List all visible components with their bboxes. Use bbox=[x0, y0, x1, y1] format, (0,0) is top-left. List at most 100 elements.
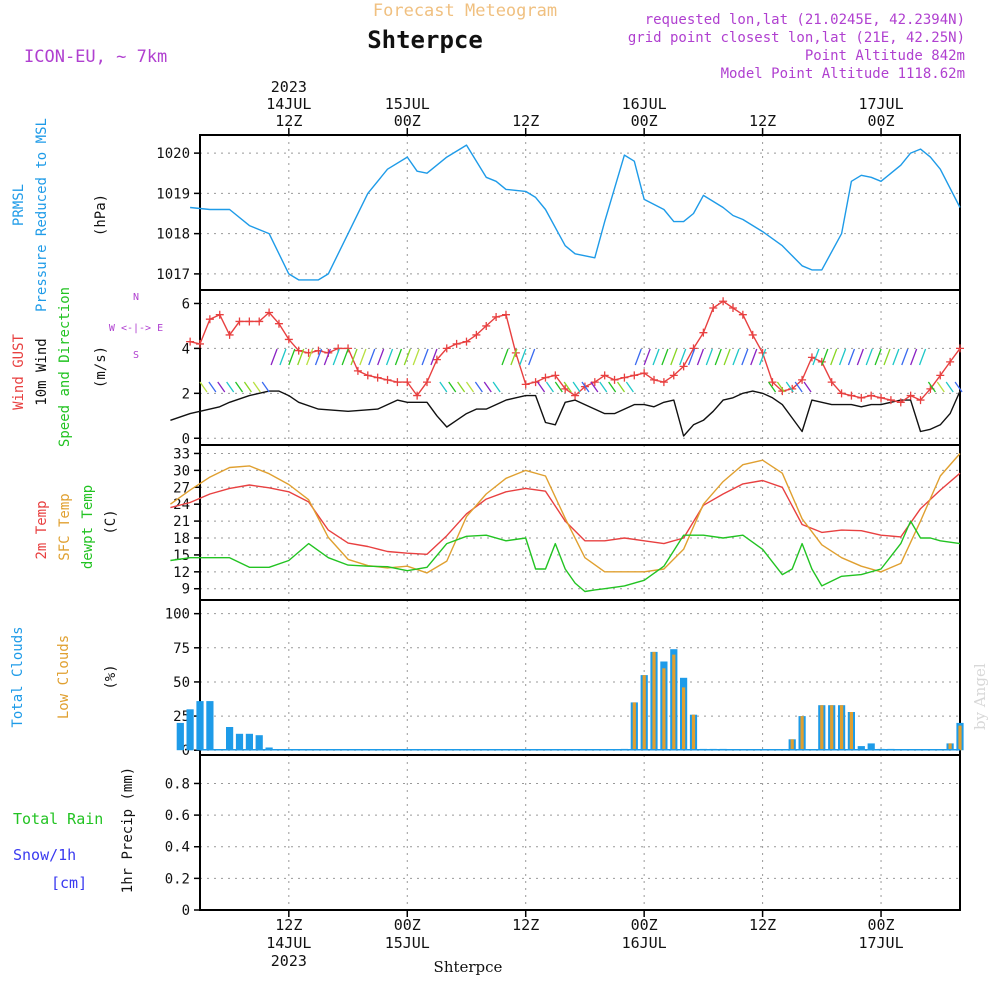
wind-direction-arrow bbox=[581, 381, 590, 393]
x-tick-label-top: 12Z bbox=[512, 112, 539, 130]
y-tick-label: 1020 bbox=[156, 146, 190, 162]
total-cloud-bar bbox=[235, 733, 244, 751]
wind-direction-arrow bbox=[865, 348, 873, 366]
gridpoint-coords: grid point closest lon,lat (21E, 42.25N) bbox=[628, 30, 965, 46]
wind-direction-arrow bbox=[927, 381, 936, 393]
gust-marker bbox=[610, 375, 619, 384]
gust-marker bbox=[521, 380, 530, 389]
wind-direction-arrow bbox=[945, 381, 954, 393]
wind-direction-arrow bbox=[208, 381, 217, 393]
wind-direction-arrow bbox=[465, 381, 475, 393]
gust-marker bbox=[225, 330, 234, 339]
gust-marker bbox=[344, 344, 353, 353]
y-tick-label: 0.8 bbox=[165, 776, 190, 792]
header-group: Forecast Meteogram Shterpce ICON-EU, ~ 7… bbox=[24, 1, 989, 976]
pressure-label-2: Pressure Reduced to MSL bbox=[34, 118, 50, 312]
wind-direction-arrow bbox=[910, 348, 918, 366]
requested-coords: requested lon,lat (21.0245E, 42.2394N) bbox=[645, 12, 965, 28]
wind-direction-arrow bbox=[270, 348, 278, 366]
gust-marker bbox=[432, 355, 441, 364]
wind-direction-arrow bbox=[305, 348, 314, 366]
wind-direction-arrow bbox=[279, 348, 287, 366]
gust-marker bbox=[679, 362, 688, 371]
x-tick-label-bottom: 2023 bbox=[271, 952, 307, 970]
wind-direction-arrow bbox=[377, 348, 385, 366]
gust-marker bbox=[886, 396, 895, 405]
gust-marker bbox=[847, 391, 856, 400]
x-tick-label-bottom: 12Z bbox=[749, 916, 776, 934]
gust-marker bbox=[798, 375, 807, 384]
compass-n: N bbox=[133, 292, 139, 303]
wind-direction-arrow bbox=[554, 381, 563, 393]
wind-direction-arrow bbox=[776, 381, 785, 393]
wind-direction-arrow bbox=[412, 348, 420, 366]
x-tick-label-top: 00Z bbox=[631, 112, 658, 130]
precip-label-rain: Total Rain bbox=[13, 810, 103, 828]
wind-direction-arrow bbox=[537, 381, 546, 393]
y-tick-label: 100 bbox=[165, 607, 190, 623]
wind-direction-arrow bbox=[368, 348, 376, 366]
wind-direction-arrow bbox=[785, 381, 794, 393]
total-cloud-bar bbox=[265, 747, 273, 751]
x-tick-label-bottom: 00Z bbox=[631, 916, 658, 934]
precip-unit: 1hr Precip (mm) bbox=[120, 767, 136, 893]
wind-direction-arrow bbox=[874, 348, 882, 366]
y-tick-label: 0.2 bbox=[165, 871, 190, 887]
gust-marker bbox=[827, 378, 836, 387]
wind-direction-arrow bbox=[341, 348, 349, 366]
wind-direction-arrow bbox=[252, 381, 261, 393]
wind-direction-arrow bbox=[901, 348, 909, 366]
gust-marker bbox=[956, 344, 964, 353]
gust-marker bbox=[255, 317, 264, 326]
wind-direction-arrow bbox=[563, 381, 572, 393]
clouds-label-1: Total Clouds bbox=[10, 626, 26, 727]
gust-marker bbox=[373, 373, 382, 382]
low-cloud-bar bbox=[632, 702, 636, 751]
x-tick-label-top: 00Z bbox=[867, 112, 894, 130]
x-tick-label-top: 17JUL bbox=[858, 95, 903, 113]
clouds-unit: (%) bbox=[103, 664, 119, 689]
wind-direction-arrow bbox=[323, 348, 331, 366]
x-tick-label-top: 00Z bbox=[394, 112, 421, 130]
x-tick-label-bottom: 12Z bbox=[512, 916, 539, 934]
dewpoint-line bbox=[170, 520, 961, 593]
gust-marker bbox=[442, 344, 451, 353]
wind-direction-arrow bbox=[528, 348, 536, 366]
gust-marker bbox=[916, 396, 925, 405]
y-tick-label: 4 bbox=[182, 341, 190, 357]
low-cloud-bar bbox=[800, 716, 804, 751]
wind-direction-arrow bbox=[892, 348, 900, 366]
compass-we: W <-|-> E bbox=[109, 323, 163, 334]
x-tick-label-bottom: 16JUL bbox=[622, 934, 667, 952]
low-cloud-bar bbox=[948, 743, 952, 751]
clouds-label-2: Low Clouds bbox=[56, 635, 72, 719]
gust-marker bbox=[196, 339, 204, 348]
gust-marker bbox=[728, 303, 737, 312]
x-tick-label-top: 15JUL bbox=[385, 95, 430, 113]
sfc-temp-line bbox=[169, 453, 961, 574]
x-tick-label-top: 14JUL bbox=[266, 95, 311, 113]
wind-unit: (m/s) bbox=[93, 346, 109, 388]
wind-direction-arrow bbox=[421, 348, 429, 366]
gust-marker bbox=[186, 337, 195, 346]
wind-direction-arrow bbox=[243, 381, 252, 393]
low-cloud-bar bbox=[682, 687, 686, 751]
gust-marker bbox=[946, 357, 955, 366]
gust-marker bbox=[699, 328, 708, 337]
gust-marker bbox=[936, 371, 945, 380]
wind-direction-arrow bbox=[545, 381, 554, 393]
total-cloud-bar bbox=[255, 735, 263, 751]
gust-marker bbox=[867, 391, 876, 400]
gust-marker bbox=[551, 371, 560, 380]
wind-direction-arrow bbox=[883, 348, 891, 366]
total-cloud-bar bbox=[206, 701, 214, 751]
wind-direction-arrow bbox=[767, 381, 777, 393]
wind-label-1: Wind GUST bbox=[11, 334, 27, 410]
wind-direction-arrow bbox=[830, 348, 838, 366]
wind-direction-arrow bbox=[794, 381, 803, 393]
wind-direction-arrow bbox=[261, 381, 270, 393]
wind-direction-arrow bbox=[332, 348, 340, 366]
low-cloud-bar bbox=[672, 654, 676, 751]
gust-marker bbox=[659, 378, 668, 387]
grid-group bbox=[194, 135, 960, 911]
